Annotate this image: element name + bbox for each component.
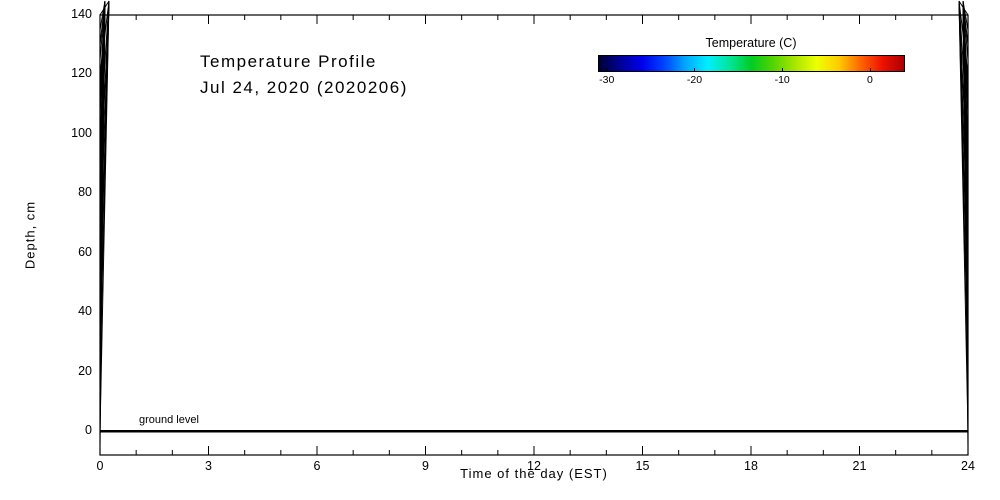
x-tick-label: 6 xyxy=(313,459,321,473)
x-tick-label: 12 xyxy=(527,459,541,473)
y-tick-label: 100 xyxy=(71,125,92,140)
colorbar-tick-label: -10 xyxy=(774,74,790,86)
colorbar-title: Temperature (C) xyxy=(705,36,797,50)
y-axis-label: Depth, cm xyxy=(22,200,38,270)
chart-subtitle: Jul 24, 2020 (2020206) xyxy=(200,78,408,97)
y-tick-label: 140 xyxy=(71,7,92,21)
y-tick-label: 40 xyxy=(78,304,92,319)
y-tick-label: 20 xyxy=(78,363,92,378)
y-tick-label: 60 xyxy=(78,244,92,259)
x-tick-label: 18 xyxy=(744,459,758,473)
colorbar-tick-label: -20 xyxy=(686,74,703,86)
x-tick-label: 0 xyxy=(96,459,104,473)
colorbar-tick xyxy=(606,68,608,72)
colorbar-tick xyxy=(782,68,784,72)
y-tick-label: 0 xyxy=(85,423,92,438)
ground-level-label: ground level xyxy=(139,414,199,426)
x-axis-label: Time of the day (EST) xyxy=(460,466,608,481)
x-tick-label: 3 xyxy=(205,459,212,473)
chart-title: Temperature Profile xyxy=(200,52,377,71)
colorbar-tick xyxy=(694,68,696,72)
colorbar-gradient xyxy=(598,55,905,72)
colorbar-tick-label: -30 xyxy=(599,74,615,86)
x-tick-label: 21 xyxy=(852,459,867,473)
x-tick-label: 9 xyxy=(422,459,429,473)
y-tick-label: 120 xyxy=(71,66,92,81)
colorbar-tick-label: 0 xyxy=(866,74,873,86)
x-tick-label: 15 xyxy=(635,459,650,473)
colorbar-tick xyxy=(869,68,871,72)
y-tick-label: 80 xyxy=(78,185,92,200)
x-tick-label: 24 xyxy=(961,459,975,473)
